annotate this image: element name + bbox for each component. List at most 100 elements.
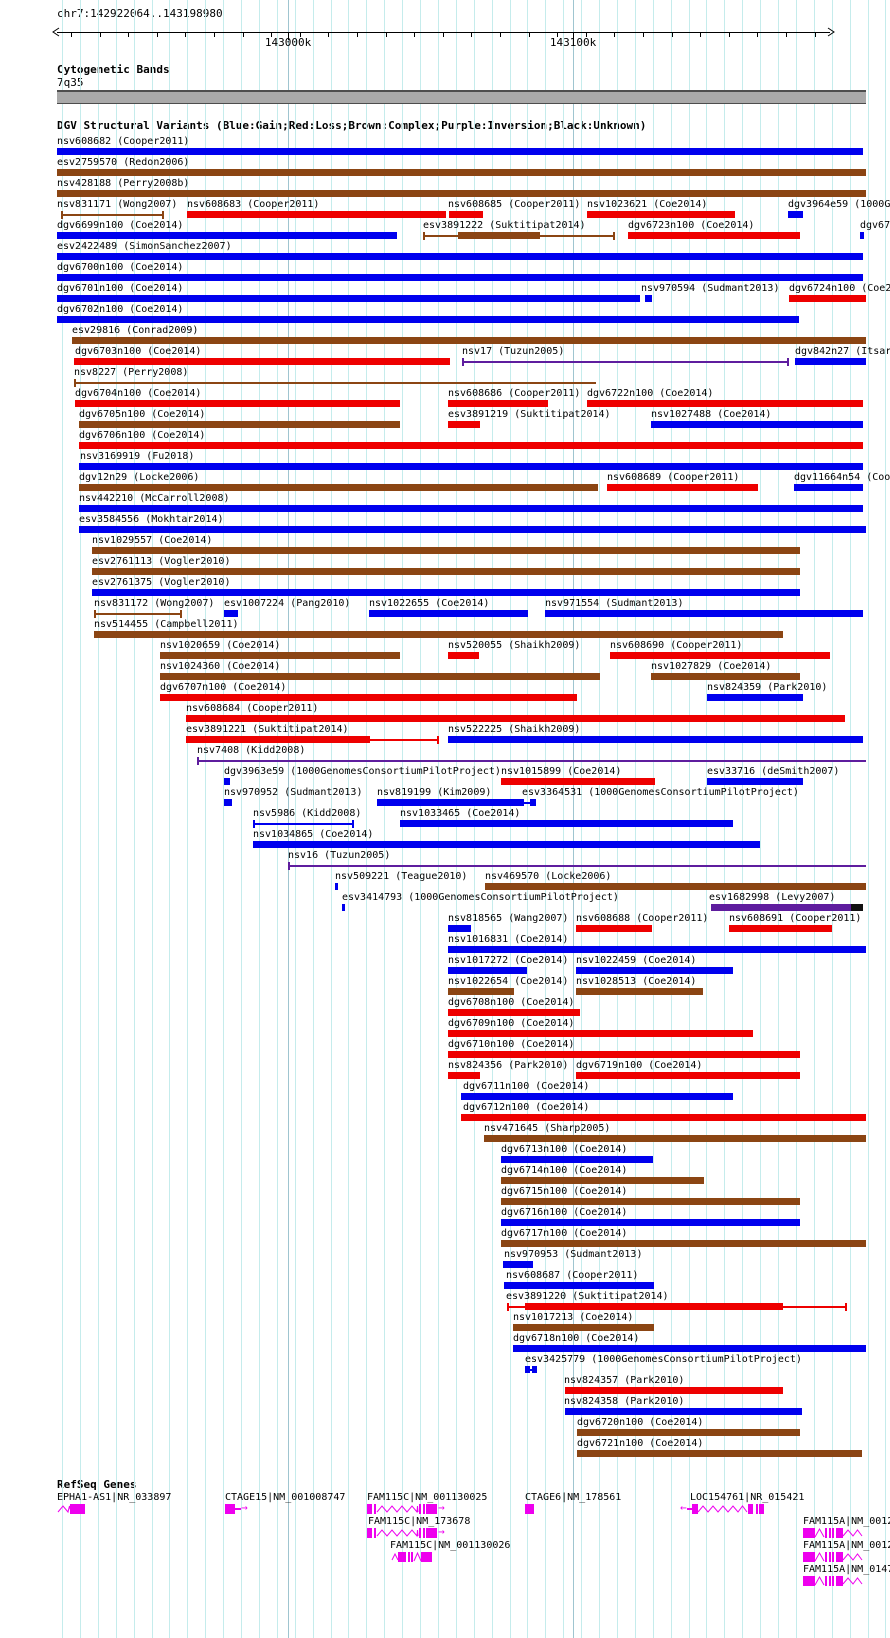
variant-whisker-tick[interactable] [462,358,464,366]
cytoband-bar[interactable] [57,90,866,104]
variant-bar[interactable] [335,883,338,890]
variant-bar[interactable] [448,988,514,995]
variant-bar[interactable] [576,925,652,932]
variant-bar[interactable] [576,988,703,995]
variant-bar[interactable] [448,967,527,974]
gene-exon-tick[interactable] [832,1576,834,1586]
gene-exon-box[interactable] [748,1504,753,1514]
gene-intron-zigzag-icon[interactable] [697,1504,748,1514]
variant-bar[interactable] [377,799,520,806]
variant-bar[interactable] [645,295,652,302]
gene-exon-tick[interactable] [426,1504,428,1514]
gene-exon-tick[interactable] [426,1528,428,1538]
variant-bar[interactable] [160,652,400,659]
gene-intron-caret-icon[interactable] [814,1575,825,1586]
variant-bar[interactable] [577,1429,800,1436]
variant-whisker-tick[interactable] [197,757,199,765]
variant-bar[interactable] [461,1114,866,1121]
variant-bar[interactable] [79,463,863,470]
variant-bar[interactable] [729,925,832,932]
gene-exon-tick[interactable] [825,1528,827,1538]
variant-bar[interactable] [484,1135,866,1142]
variant-bar[interactable] [160,673,600,680]
variant-bar[interactable] [448,652,479,659]
variant-bar[interactable] [79,526,866,533]
gene-exon-box[interactable] [836,1528,843,1538]
variant-bar[interactable] [530,799,536,806]
variant-whisker-tick[interactable] [180,610,182,618]
variant-bar[interactable] [461,1093,733,1100]
gene-intron-zigzag-icon[interactable] [376,1528,419,1538]
gene-exon-tick[interactable] [408,1552,410,1562]
variant-bar[interactable] [79,421,400,428]
variant-whisker-tick[interactable] [423,232,425,240]
variant-bar[interactable] [545,610,863,617]
variant-bar[interactable] [57,253,863,260]
gene-exon-box[interactable] [225,1504,235,1514]
variant-bar[interactable] [788,211,803,218]
variant-bar[interactable] [795,358,866,365]
variant-bar[interactable] [449,211,483,218]
variant-bar[interactable] [74,358,450,365]
variant-bar[interactable] [707,778,803,785]
gene-exon-box[interactable] [836,1552,843,1562]
gene-exon-box[interactable] [803,1552,815,1562]
variant-whisker-tick[interactable] [352,820,354,828]
gene-intron-line[interactable] [235,1508,241,1510]
variant-whisker-tick[interactable] [845,1303,847,1311]
variant-bar[interactable] [565,1408,802,1415]
variant-bar[interactable] [501,1198,800,1205]
variant-whisker-line[interactable] [507,1306,525,1308]
variant-whisker-line[interactable] [61,214,162,216]
variant-bar[interactable] [448,1009,580,1016]
variant-whisker-line[interactable] [197,760,866,762]
variant-bar[interactable] [789,295,866,302]
gene-intron-zigzag-icon[interactable] [376,1504,419,1514]
gene-intron-zigzag-icon[interactable] [391,1552,399,1562]
gene-exon-tick[interactable] [829,1576,831,1586]
variant-bar[interactable] [79,442,863,449]
gene-exon-box[interactable] [803,1528,815,1538]
variant-bar[interactable] [448,421,480,428]
variant-whisker-line[interactable] [530,1369,532,1371]
variant-bar[interactable] [532,1366,537,1373]
gene-exon-box[interactable] [421,1552,432,1562]
gene-intron-zigzag-icon[interactable] [842,1576,863,1586]
variant-bar[interactable] [651,673,800,680]
gene-intron-zigzag-icon[interactable] [842,1528,863,1538]
variant-bar[interactable] [576,1072,800,1079]
gene-exon-box[interactable] [692,1504,698,1514]
variant-bar[interactable] [501,778,655,785]
variant-whisker-line[interactable] [74,382,596,384]
variant-whisker-line[interactable] [540,235,613,237]
variant-bar[interactable] [160,694,577,701]
gene-exon-box[interactable] [367,1528,372,1538]
variant-bar[interactable] [576,967,733,974]
variant-bar[interactable] [448,946,866,953]
variant-bar[interactable] [458,232,540,239]
variant-bar[interactable] [513,1345,866,1352]
variant-bar[interactable] [57,190,866,197]
gene-exon-box[interactable] [428,1528,437,1538]
gene-exon-tick[interactable] [825,1552,827,1562]
variant-bar[interactable] [851,904,863,911]
variant-bar[interactable] [224,799,232,806]
gene-exon-tick[interactable] [423,1504,425,1514]
variant-whisker-line[interactable] [524,802,530,804]
variant-whisker-tick[interactable] [613,232,615,240]
gene-exon-box[interactable] [428,1504,437,1514]
variant-bar[interactable] [94,631,783,638]
variant-bar[interactable] [610,652,830,659]
variant-bar[interactable] [342,904,345,911]
gene-exon-box[interactable] [836,1576,843,1586]
variant-whisker-tick[interactable] [74,379,76,387]
variant-whisker-line[interactable] [462,361,787,363]
variant-bar[interactable] [504,1282,654,1289]
variant-bar[interactable] [448,1051,800,1058]
variant-bar[interactable] [501,1177,704,1184]
variant-bar[interactable] [186,736,370,743]
variant-bar[interactable] [448,400,548,407]
variant-bar[interactable] [448,1072,480,1079]
variant-bar[interactable] [513,1324,654,1331]
variant-bar[interactable] [57,295,640,302]
